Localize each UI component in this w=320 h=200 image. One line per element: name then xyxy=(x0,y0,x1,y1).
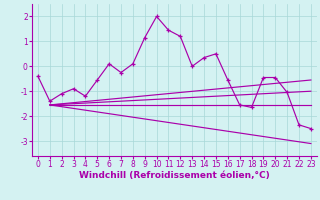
X-axis label: Windchill (Refroidissement éolien,°C): Windchill (Refroidissement éolien,°C) xyxy=(79,171,270,180)
